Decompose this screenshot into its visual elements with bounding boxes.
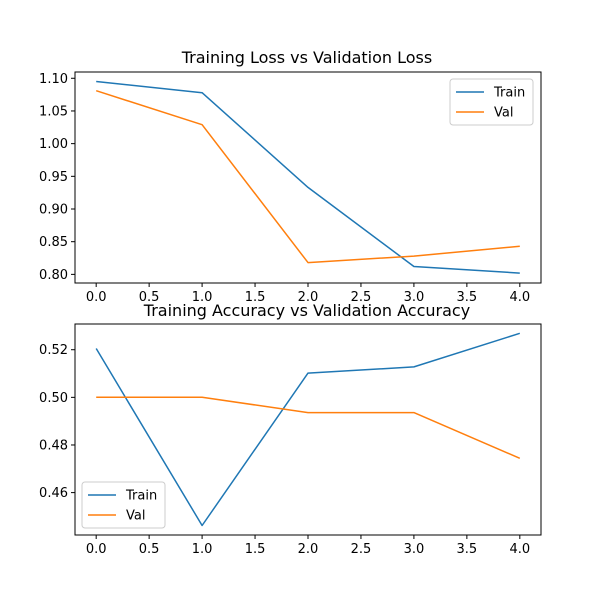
accuracy-x-tick-label: 1.5	[245, 542, 266, 557]
loss-series-line-val	[95, 89, 520, 264]
loss-x-tick-label: 2.5	[351, 290, 372, 305]
loss-x-tick-label: 1.5	[245, 290, 266, 305]
accuracy-y-tick-label: 0.52	[39, 343, 68, 358]
accuracy-chart-plot-area: 0.0 0.5 1.0 1.5 2.0 2.5 3.0 3.5 4.0 0.46 0.48 0.50 0…	[39, 323, 542, 557]
loss-chart: Training Loss vs Validation Loss 0.0 0.5 1…	[39, 48, 542, 305]
loss-y-tick-label: 0.95	[39, 170, 68, 185]
loss-x-tick-label: 3.5	[457, 290, 478, 305]
loss-chart-plot-area: 0.0 0.5 1.0 1.5 2.0 2.5 3.0 3.5 4.0 0.80 0.85 0.90 0…	[39, 71, 542, 305]
loss-y-tick-label: 1.00	[39, 137, 68, 152]
accuracy-x-tick-label: 3.5	[457, 542, 478, 557]
accuracy-x-tick-label: 3.0	[404, 542, 425, 557]
accuracy-x-tick-label: 4.0	[509, 542, 530, 557]
accuracy-legend-box	[81, 481, 166, 529]
accuracy-x-tick-label: 0.5	[139, 542, 160, 557]
loss-y-tick-label: 1.05	[39, 104, 68, 119]
accuracy-y-tick-label: 0.46	[39, 486, 68, 501]
accuracy-legend-label-val: Val	[126, 509, 145, 524]
loss-x-tick-label: 0.5	[139, 290, 160, 305]
accuracy-legend: Train Val	[81, 481, 166, 529]
loss-series-line-train	[96, 80, 520, 274]
accuracy-x-tick-label: 1.0	[192, 542, 213, 557]
loss-y-tick-label: 0.80	[39, 268, 68, 283]
loss-x-tick-label: 1.0	[192, 290, 213, 305]
loss-x-tick-label: 0.0	[86, 290, 107, 305]
loss-legend-box	[449, 78, 534, 126]
loss-y-tick-label: 1.10	[39, 72, 68, 87]
loss-y-tick-label: 0.90	[39, 203, 68, 218]
loss-legend-label-train: Train	[493, 86, 525, 101]
accuracy-series-line-train	[95, 332, 521, 527]
accuracy-legend-label-train: Train	[125, 489, 157, 504]
loss-legend: Train Val	[449, 78, 534, 126]
accuracy-x-tick-label: 2.5	[351, 542, 372, 557]
accuracy-y-tick-label: 0.48	[39, 438, 68, 453]
accuracy-series-line-val	[96, 396, 521, 459]
accuracy-chart: Training Accuracy vs Validation Accuracy…	[39, 301, 542, 557]
loss-chart-title: Training Loss vs Validation Loss	[181, 48, 432, 67]
loss-y-tick-label: 0.85	[39, 235, 68, 250]
accuracy-chart-title: Training Accuracy vs Validation Accuracy	[143, 301, 470, 320]
loss-x-tick-label: 2.0	[298, 290, 319, 305]
loss-legend-label-val: Val	[494, 106, 513, 121]
loss-x-tick-label: 4.0	[509, 290, 530, 305]
loss-x-tick-label: 3.0	[404, 290, 425, 305]
accuracy-x-tick-label: 2.0	[298, 542, 319, 557]
accuracy-x-tick-label: 0.0	[86, 542, 107, 557]
accuracy-y-tick-label: 0.50	[39, 391, 68, 406]
